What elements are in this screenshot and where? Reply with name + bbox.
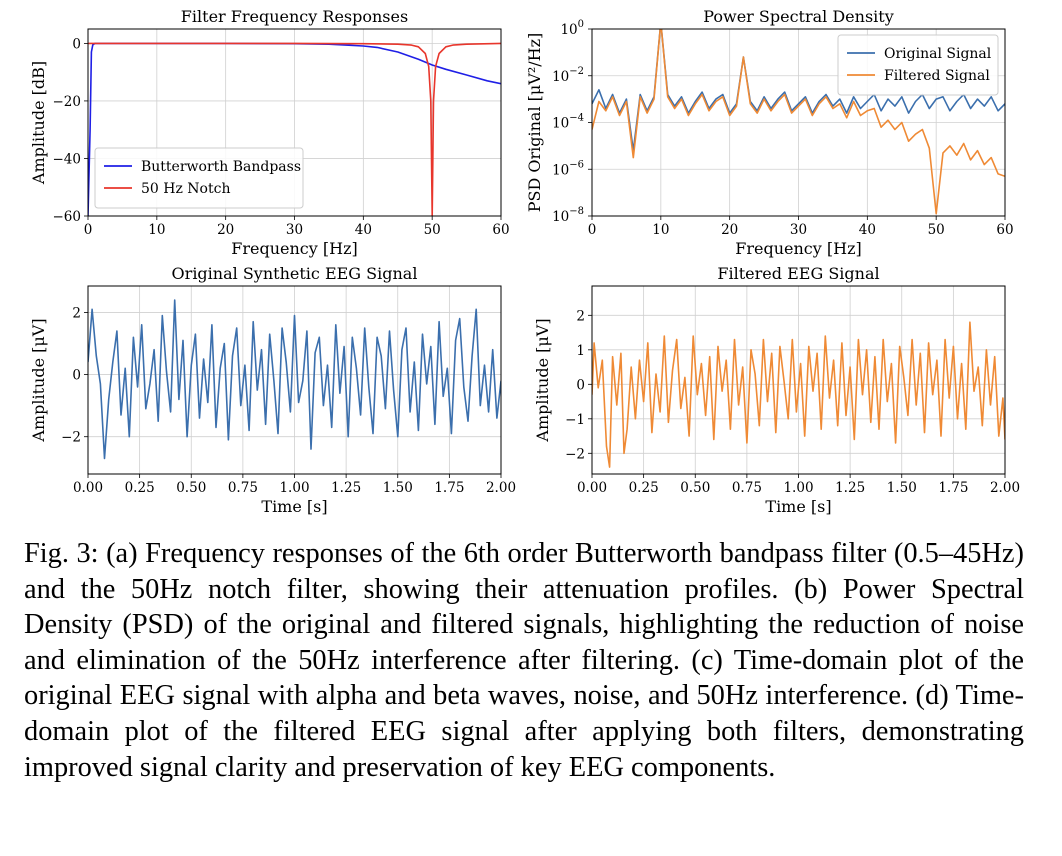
chart-c: 0.00 0.25 0.50 0.75 1.00 1.25 1.50 1.75 2.00 2 0 −2… — [29, 264, 516, 516]
x-axis-label: Time [s] — [765, 497, 831, 516]
x-tick-label: 2.00 — [486, 480, 516, 496]
series-line-original-signal — [592, 29, 1005, 152]
y-tick-label: 0 — [72, 368, 81, 384]
x-tick-label: 20 — [721, 222, 738, 238]
x-tick-label: 20 — [217, 222, 234, 238]
plot-frame — [591, 285, 1006, 475]
series-line-signal — [592, 321, 1005, 468]
y-tick-label: 2 — [72, 305, 81, 321]
y-tick-label: 10−6 — [552, 159, 584, 178]
y-tick-label: −1 — [565, 412, 585, 428]
x-tick-label: 30 — [286, 222, 303, 238]
y-tick-label: 10−8 — [552, 206, 584, 225]
series-line-signal — [88, 299, 501, 460]
x-tick-label: 40 — [859, 222, 876, 238]
chart-a: 0 10 20 30 40 50 60 0 −20 −40 −60 Filter Frequency … — [29, 7, 510, 258]
legend: Original Signal Filtered Signal — [837, 34, 999, 96]
x-tick-label: 1.75 — [434, 480, 464, 496]
x-tick-label: 0.00 — [577, 480, 607, 496]
y-tick-label: 10−4 — [552, 113, 584, 132]
x-tick-label: 50 — [928, 222, 945, 238]
x-tick-label: 0.25 — [629, 480, 659, 496]
plot-frame — [591, 28, 1006, 217]
legend-label: 50 Hz Notch — [141, 181, 230, 197]
y-axis-label: PSD Original [μV²/Hz] — [525, 33, 544, 213]
x-tick-label: 0.75 — [732, 480, 762, 496]
legend-label: Butterworth Bandpass — [141, 159, 301, 175]
series-line-filtered-signal — [592, 29, 1005, 215]
chart-d: 0.00 0.25 0.50 0.75 1.00 1.25 1.50 1.75 2.00 2 1 0 −… — [533, 264, 1020, 516]
x-tick-label: 0 — [588, 222, 597, 238]
y-axis-label: Amplitude [μV] — [29, 318, 48, 442]
y-axis-label: Amplitude [μV] — [533, 318, 552, 442]
x-tick-label: 1.25 — [331, 480, 361, 496]
legend-label: Filtered Signal — [884, 68, 990, 84]
x-tick-label: 0.50 — [680, 480, 710, 496]
x-tick-label: 1.75 — [938, 480, 968, 496]
y-tick-label: −2 — [61, 430, 81, 446]
y-tick-label: 1 — [576, 343, 585, 359]
series-line-50-hz-notch — [88, 42, 501, 216]
x-tick-label: 60 — [492, 222, 509, 238]
x-tick-label: 0.25 — [125, 480, 155, 496]
figure-caption: Fig. 3: (a) Frequency responses of the 6… — [24, 538, 1024, 783]
x-axis-label: Frequency [Hz] — [735, 239, 862, 258]
x-tick-label: 1.25 — [835, 480, 865, 496]
y-tick-label: −40 — [53, 151, 82, 167]
y-tick-label: 2 — [576, 308, 585, 324]
plot-frame — [87, 28, 502, 217]
x-tick-label: 1.00 — [783, 480, 813, 496]
y-tick-label: 10−2 — [552, 66, 584, 85]
x-tick-label: 1.50 — [887, 480, 917, 496]
legend: Butterworth Bandpass 50 Hz Notch — [94, 147, 304, 209]
chart-title: Power Spectral Density — [703, 7, 894, 26]
y-tick-label: −2 — [565, 446, 585, 462]
y-tick-label: −20 — [53, 94, 82, 110]
x-tick-label: 0 — [84, 222, 93, 238]
x-tick-label: 10 — [148, 222, 165, 238]
x-tick-label: 10 — [652, 222, 669, 238]
y-tick-label: 0 — [576, 377, 585, 393]
y-tick-label: 100 — [560, 19, 584, 38]
plot-frame — [87, 285, 502, 475]
y-tick-label: 0 — [72, 36, 81, 52]
x-tick-label: 0.75 — [228, 480, 258, 496]
x-tick-label: 0.50 — [176, 480, 206, 496]
chart-title: Original Synthetic EEG Signal — [172, 264, 418, 283]
chart-b: 0 10 20 30 40 50 60 100 10−2 10−4 10−6 10−8 Power Sp… — [525, 7, 1014, 258]
x-axis-label: Frequency [Hz] — [231, 239, 358, 258]
chart-title: Filter Frequency Responses — [181, 7, 408, 26]
chart-title: Filtered EEG Signal — [717, 264, 879, 283]
x-tick-label: 1.50 — [383, 480, 413, 496]
x-tick-label: 40 — [355, 222, 372, 238]
x-tick-label: 30 — [790, 222, 807, 238]
x-tick-label: 0.00 — [73, 480, 103, 496]
x-tick-label: 60 — [996, 222, 1013, 238]
legend-label: Original Signal — [884, 46, 992, 62]
y-tick-label: −60 — [53, 209, 82, 225]
y-axis-label: Amplitude [dB] — [29, 61, 48, 185]
x-tick-label: 50 — [424, 222, 441, 238]
x-tick-label: 2.00 — [990, 480, 1020, 496]
x-axis-label: Time [s] — [261, 497, 327, 516]
x-tick-label: 1.00 — [279, 480, 309, 496]
